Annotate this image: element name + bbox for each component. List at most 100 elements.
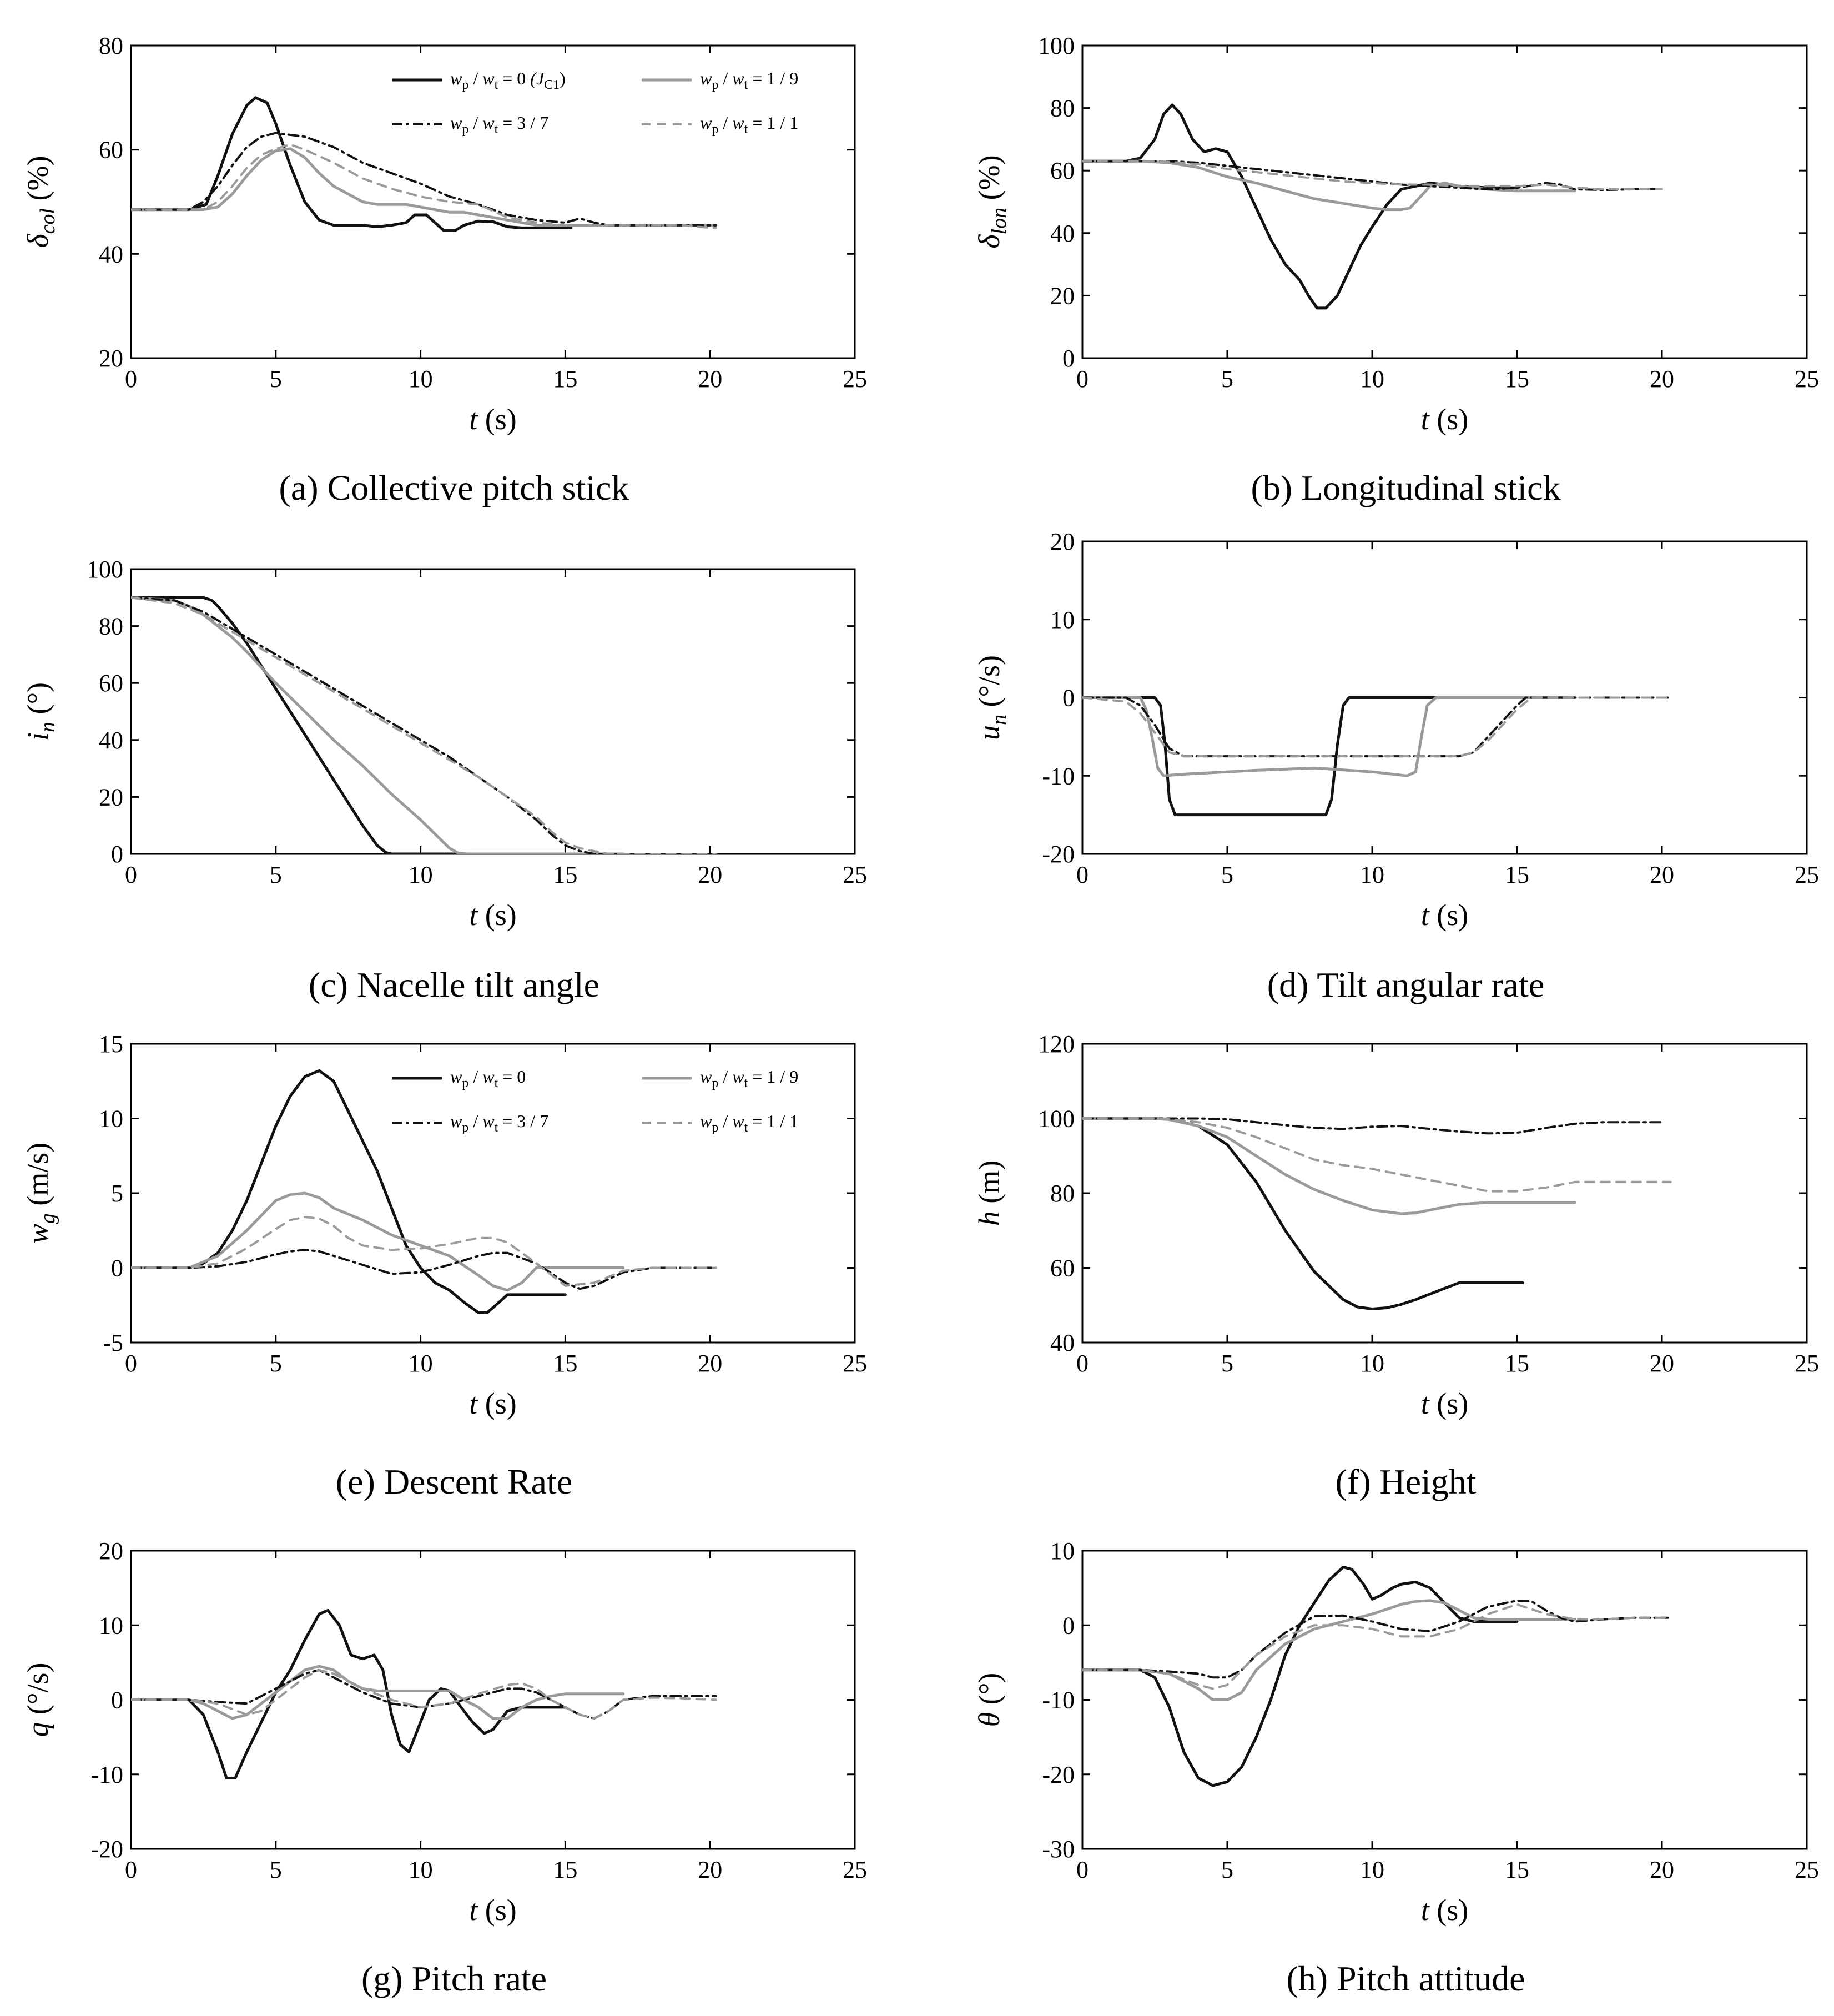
y-tick-label: 10 — [99, 1612, 123, 1639]
chart-panel-b: 0 5 10 15 20 25 0 20 40 60 80 100 t (s) δlon (%) (b) L… — [973, 32, 1819, 507]
y-tick-label: 20 — [99, 783, 123, 811]
y-tick-label: 0 — [1062, 1612, 1075, 1639]
x-tick-label: 15 — [553, 1350, 577, 1377]
y-tick-label: 100 — [1038, 32, 1075, 59]
x-axis-label: t (s) — [1421, 1893, 1469, 1927]
series-line-w19 — [131, 1665, 625, 1720]
series-line-w11 — [131, 143, 717, 229]
y-tick-label: 40 — [99, 727, 123, 754]
x-tick-label: 25 — [843, 365, 867, 393]
series-line-w0 — [1082, 1117, 1524, 1310]
y-axis-label: q (°/s) — [21, 1662, 54, 1737]
x-tick-label: 20 — [1650, 1856, 1674, 1883]
series-line-w37 — [1082, 160, 1663, 192]
series-group — [131, 96, 718, 232]
x-tick-label: 0 — [1076, 1856, 1089, 1883]
series-line-w37 — [1082, 1117, 1663, 1135]
x-tick-label: 5 — [270, 1856, 282, 1883]
y-tick-label: -20 — [1042, 1761, 1075, 1788]
series-line-w37 — [131, 1668, 717, 1720]
y-tick-label: 5 — [111, 1180, 123, 1207]
y-tick-label: -10 — [90, 1761, 123, 1788]
panel-caption: (d) Tilt angular rate — [1267, 965, 1544, 1004]
series-line-w37 — [1082, 696, 1669, 758]
x-tick-label: 0 — [125, 365, 137, 393]
x-tick-label: 10 — [409, 1856, 433, 1883]
series-line-w0 — [131, 96, 573, 232]
chart-panel-f: 0 5 10 15 20 25 40 60 80 100 120 t (s) h (m) (f) Heig… — [973, 1030, 1819, 1501]
series-line-w37 — [1082, 1599, 1669, 1679]
x-tick-label: 0 — [125, 1856, 137, 1883]
series-line-w0 — [1082, 696, 1519, 817]
x-tick-label: 25 — [843, 861, 867, 888]
series-group — [1082, 1566, 1669, 1787]
series-line-w37 — [131, 132, 717, 227]
chart-panel-d: 0 5 10 15 20 25 -20 -10 0 10 20 t (s) un (°/s) (d) Ti… — [973, 528, 1819, 1004]
series-line-w11 — [1082, 1117, 1672, 1193]
legend-label-w19: wp / wt = 1 / 9 — [700, 68, 798, 92]
series-line-w37 — [131, 1249, 717, 1290]
series-group — [1082, 103, 1663, 310]
y-tick-label: -30 — [1042, 1836, 1075, 1863]
series-line-w0 — [1082, 103, 1519, 310]
x-axis-label: t (s) — [1421, 403, 1469, 436]
x-tick-label: 5 — [1221, 1856, 1233, 1883]
y-axis-label: h (m) — [973, 1160, 1006, 1226]
y-tick-label: -20 — [1042, 841, 1075, 868]
panel-caption: (h) Pitch attitude — [1286, 1959, 1525, 1998]
x-tick-label: 15 — [1505, 365, 1529, 393]
legend-label-w0: wp / wt = 0 — [450, 1067, 526, 1090]
chart-panel-h: 0 5 10 15 20 25 -30 -20 -10 0 10 t (s) θ (°) (h) Pitc… — [973, 1537, 1819, 1998]
series-line-w19 — [131, 1191, 625, 1292]
x-tick-label: 10 — [1360, 861, 1384, 888]
x-tick-label: 25 — [1795, 1856, 1819, 1883]
y-tick-label: -5 — [103, 1329, 123, 1356]
series-line-w11 — [1082, 160, 1663, 190]
plot-frame — [1081, 1043, 1808, 1344]
y-tick-label: 20 — [1050, 282, 1075, 309]
legend-label-w11: wp / wt = 1 / 1 — [700, 1111, 798, 1135]
chart-panel-c: 0 5 10 15 20 25 0 20 40 60 80 100 t (s) in (°) (c) Nac… — [21, 556, 867, 1004]
y-tick-label: -10 — [1042, 1687, 1075, 1714]
x-tick-label: 25 — [843, 1350, 867, 1377]
x-tick-label: 25 — [1795, 861, 1819, 888]
x-tick-label: 15 — [553, 365, 577, 393]
y-tick-label: 80 — [1050, 95, 1075, 122]
panel-caption: (e) Descent Rate — [336, 1462, 572, 1501]
x-tick-label: 0 — [125, 1350, 137, 1377]
x-tick-label: 15 — [553, 861, 577, 888]
x-axis-label: t (s) — [469, 1387, 517, 1420]
series-group — [1082, 1117, 1672, 1310]
x-tick-label: 5 — [270, 365, 282, 393]
x-tick-label: 10 — [1360, 1856, 1384, 1883]
x-axis-label: t (s) — [469, 1893, 517, 1927]
x-tick-label: 10 — [409, 365, 433, 393]
x-axis-label: t (s) — [469, 898, 517, 932]
y-tick-label: -20 — [90, 1836, 123, 1863]
legend-label-w11: wp / wt = 1 / 1 — [700, 113, 798, 137]
legend-label-w37: wp / wt = 3 / 7 — [450, 113, 548, 137]
x-tick-label: 20 — [1650, 365, 1674, 393]
series-line-w11 — [1082, 1603, 1669, 1690]
series-group — [131, 1608, 717, 1779]
y-tick-label: 100 — [87, 556, 123, 583]
y-tick-label: 0 — [111, 1687, 123, 1714]
y-tick-label: 60 — [1050, 157, 1075, 184]
x-tick-label: 0 — [125, 861, 137, 888]
x-tick-label: 5 — [270, 861, 282, 888]
y-tick-label: 0 — [111, 1255, 123, 1282]
y-tick-label: 60 — [1050, 1255, 1075, 1282]
y-tick-label: 15 — [99, 1030, 123, 1058]
y-tick-label: 80 — [99, 613, 123, 640]
series-line-w19 — [1082, 696, 1576, 777]
chart-panel-a: 0 5 10 15 20 25 20 40 60 80 t (s) δcol (%) wp / wt =… — [21, 32, 867, 507]
x-tick-label: 20 — [698, 1856, 722, 1883]
series-group — [131, 596, 717, 854]
legend-label-w0: wp / wt = 0 (JC1) — [450, 68, 566, 92]
y-axis-label: θ (°) — [973, 1673, 1006, 1727]
x-tick-label: 20 — [1650, 1350, 1674, 1377]
panel-caption: (c) Nacelle tilt angle — [309, 965, 599, 1004]
panel-caption: (g) Pitch rate — [361, 1959, 547, 1998]
